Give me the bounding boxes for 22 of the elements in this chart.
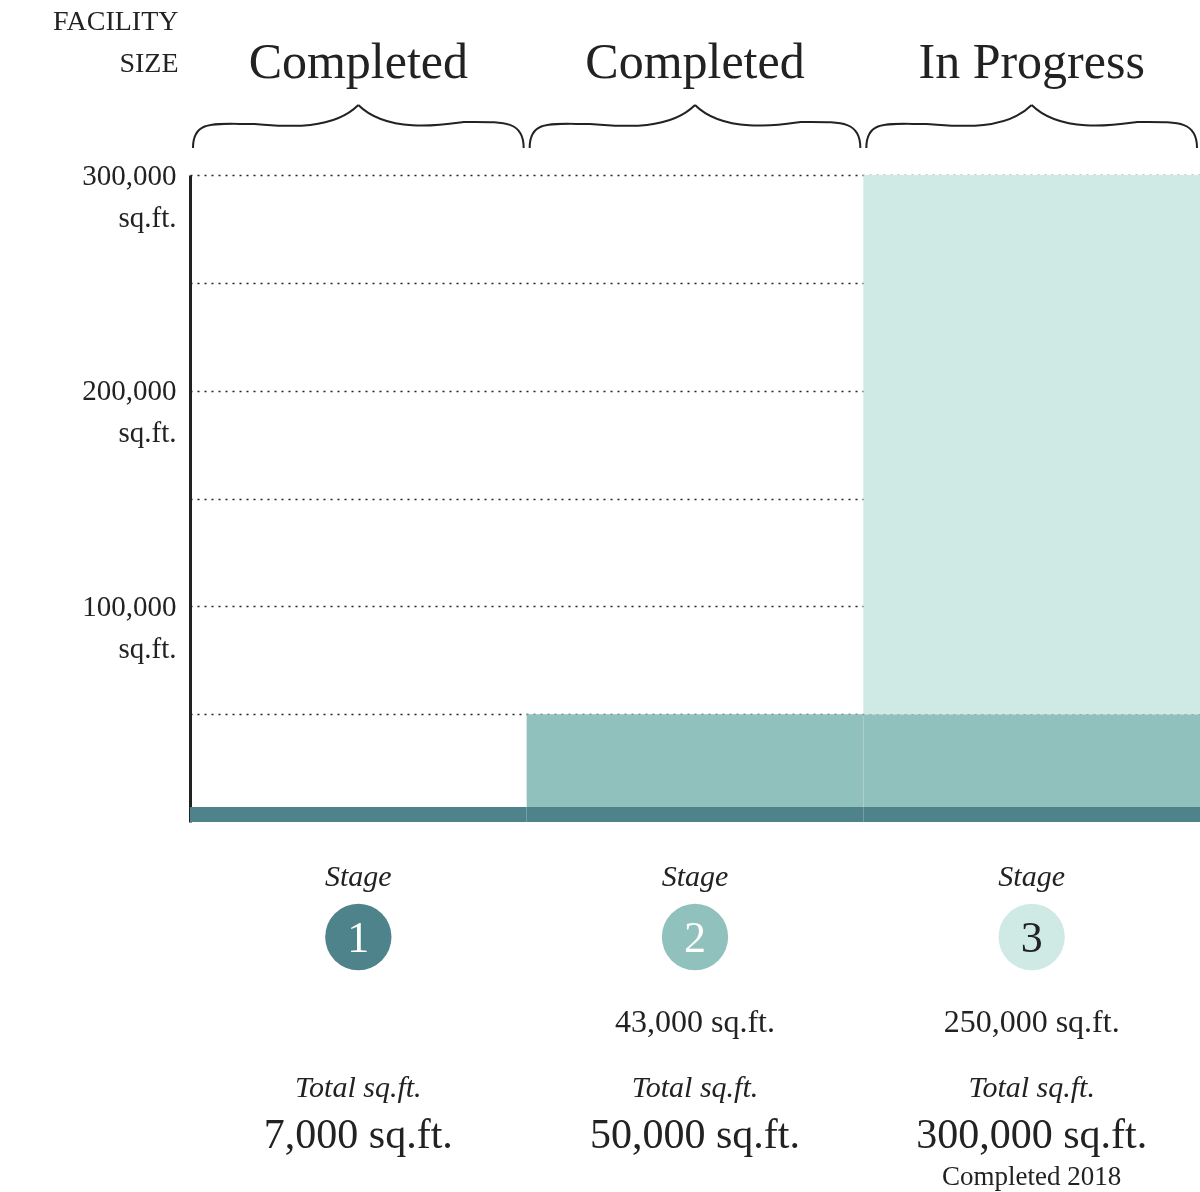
text: Stage bbox=[325, 859, 392, 892]
text: In Progress bbox=[918, 33, 1145, 89]
y-axis-title: FACILITY SIZE bbox=[53, 4, 179, 78]
text: Total sq.ft. bbox=[295, 1070, 422, 1103]
text: Total sq.ft. bbox=[968, 1070, 1095, 1103]
text: 300,000 sq.ft. bbox=[916, 1111, 1148, 1157]
text: Stage bbox=[998, 859, 1065, 892]
text: Completed 2018 bbox=[942, 1161, 1122, 1191]
text: 50,000 sq.ft. bbox=[590, 1111, 800, 1157]
text: Stage bbox=[661, 859, 729, 892]
y-tick-label: 100,000 sq.ft. bbox=[82, 589, 177, 664]
text: Completed bbox=[585, 33, 805, 89]
text: 250,000 sq.ft. bbox=[943, 1003, 1120, 1039]
x-tick-label: 2 bbox=[684, 913, 706, 962]
x-tick-label: 3 bbox=[1020, 913, 1043, 962]
x-tick-label: 1 bbox=[347, 913, 370, 962]
text: 43,000 sq.ft. bbox=[615, 1003, 775, 1039]
text: Total sq.ft. bbox=[631, 1070, 759, 1103]
text: Completed bbox=[248, 33, 469, 89]
y-tick-label: 300,000 sq.ft. bbox=[82, 158, 177, 233]
text: 7,000 sq.ft. bbox=[263, 1111, 453, 1157]
y-tick-label: 200,000 sq.ft. bbox=[82, 374, 177, 449]
